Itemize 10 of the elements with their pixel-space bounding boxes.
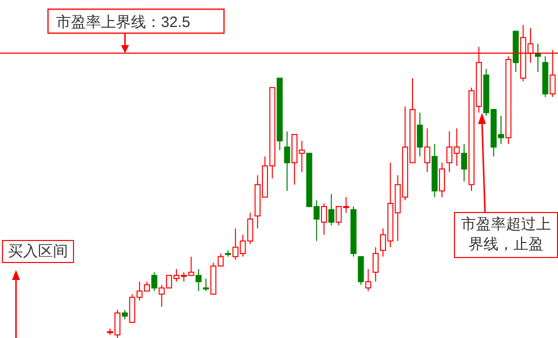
ref-line-label: 市盈率上界线：32.5 <box>56 14 190 32</box>
candlestick <box>196 268 202 292</box>
candlestick <box>328 194 334 226</box>
annotation: 市盈率超过上界线，止盈 <box>454 212 558 258</box>
candlestick <box>372 246 379 282</box>
candlestick <box>284 130 290 192</box>
candlestick <box>416 112 423 157</box>
text: 买入区间 <box>2 240 74 263</box>
candlestick <box>424 128 430 173</box>
candlestick <box>461 143 468 182</box>
